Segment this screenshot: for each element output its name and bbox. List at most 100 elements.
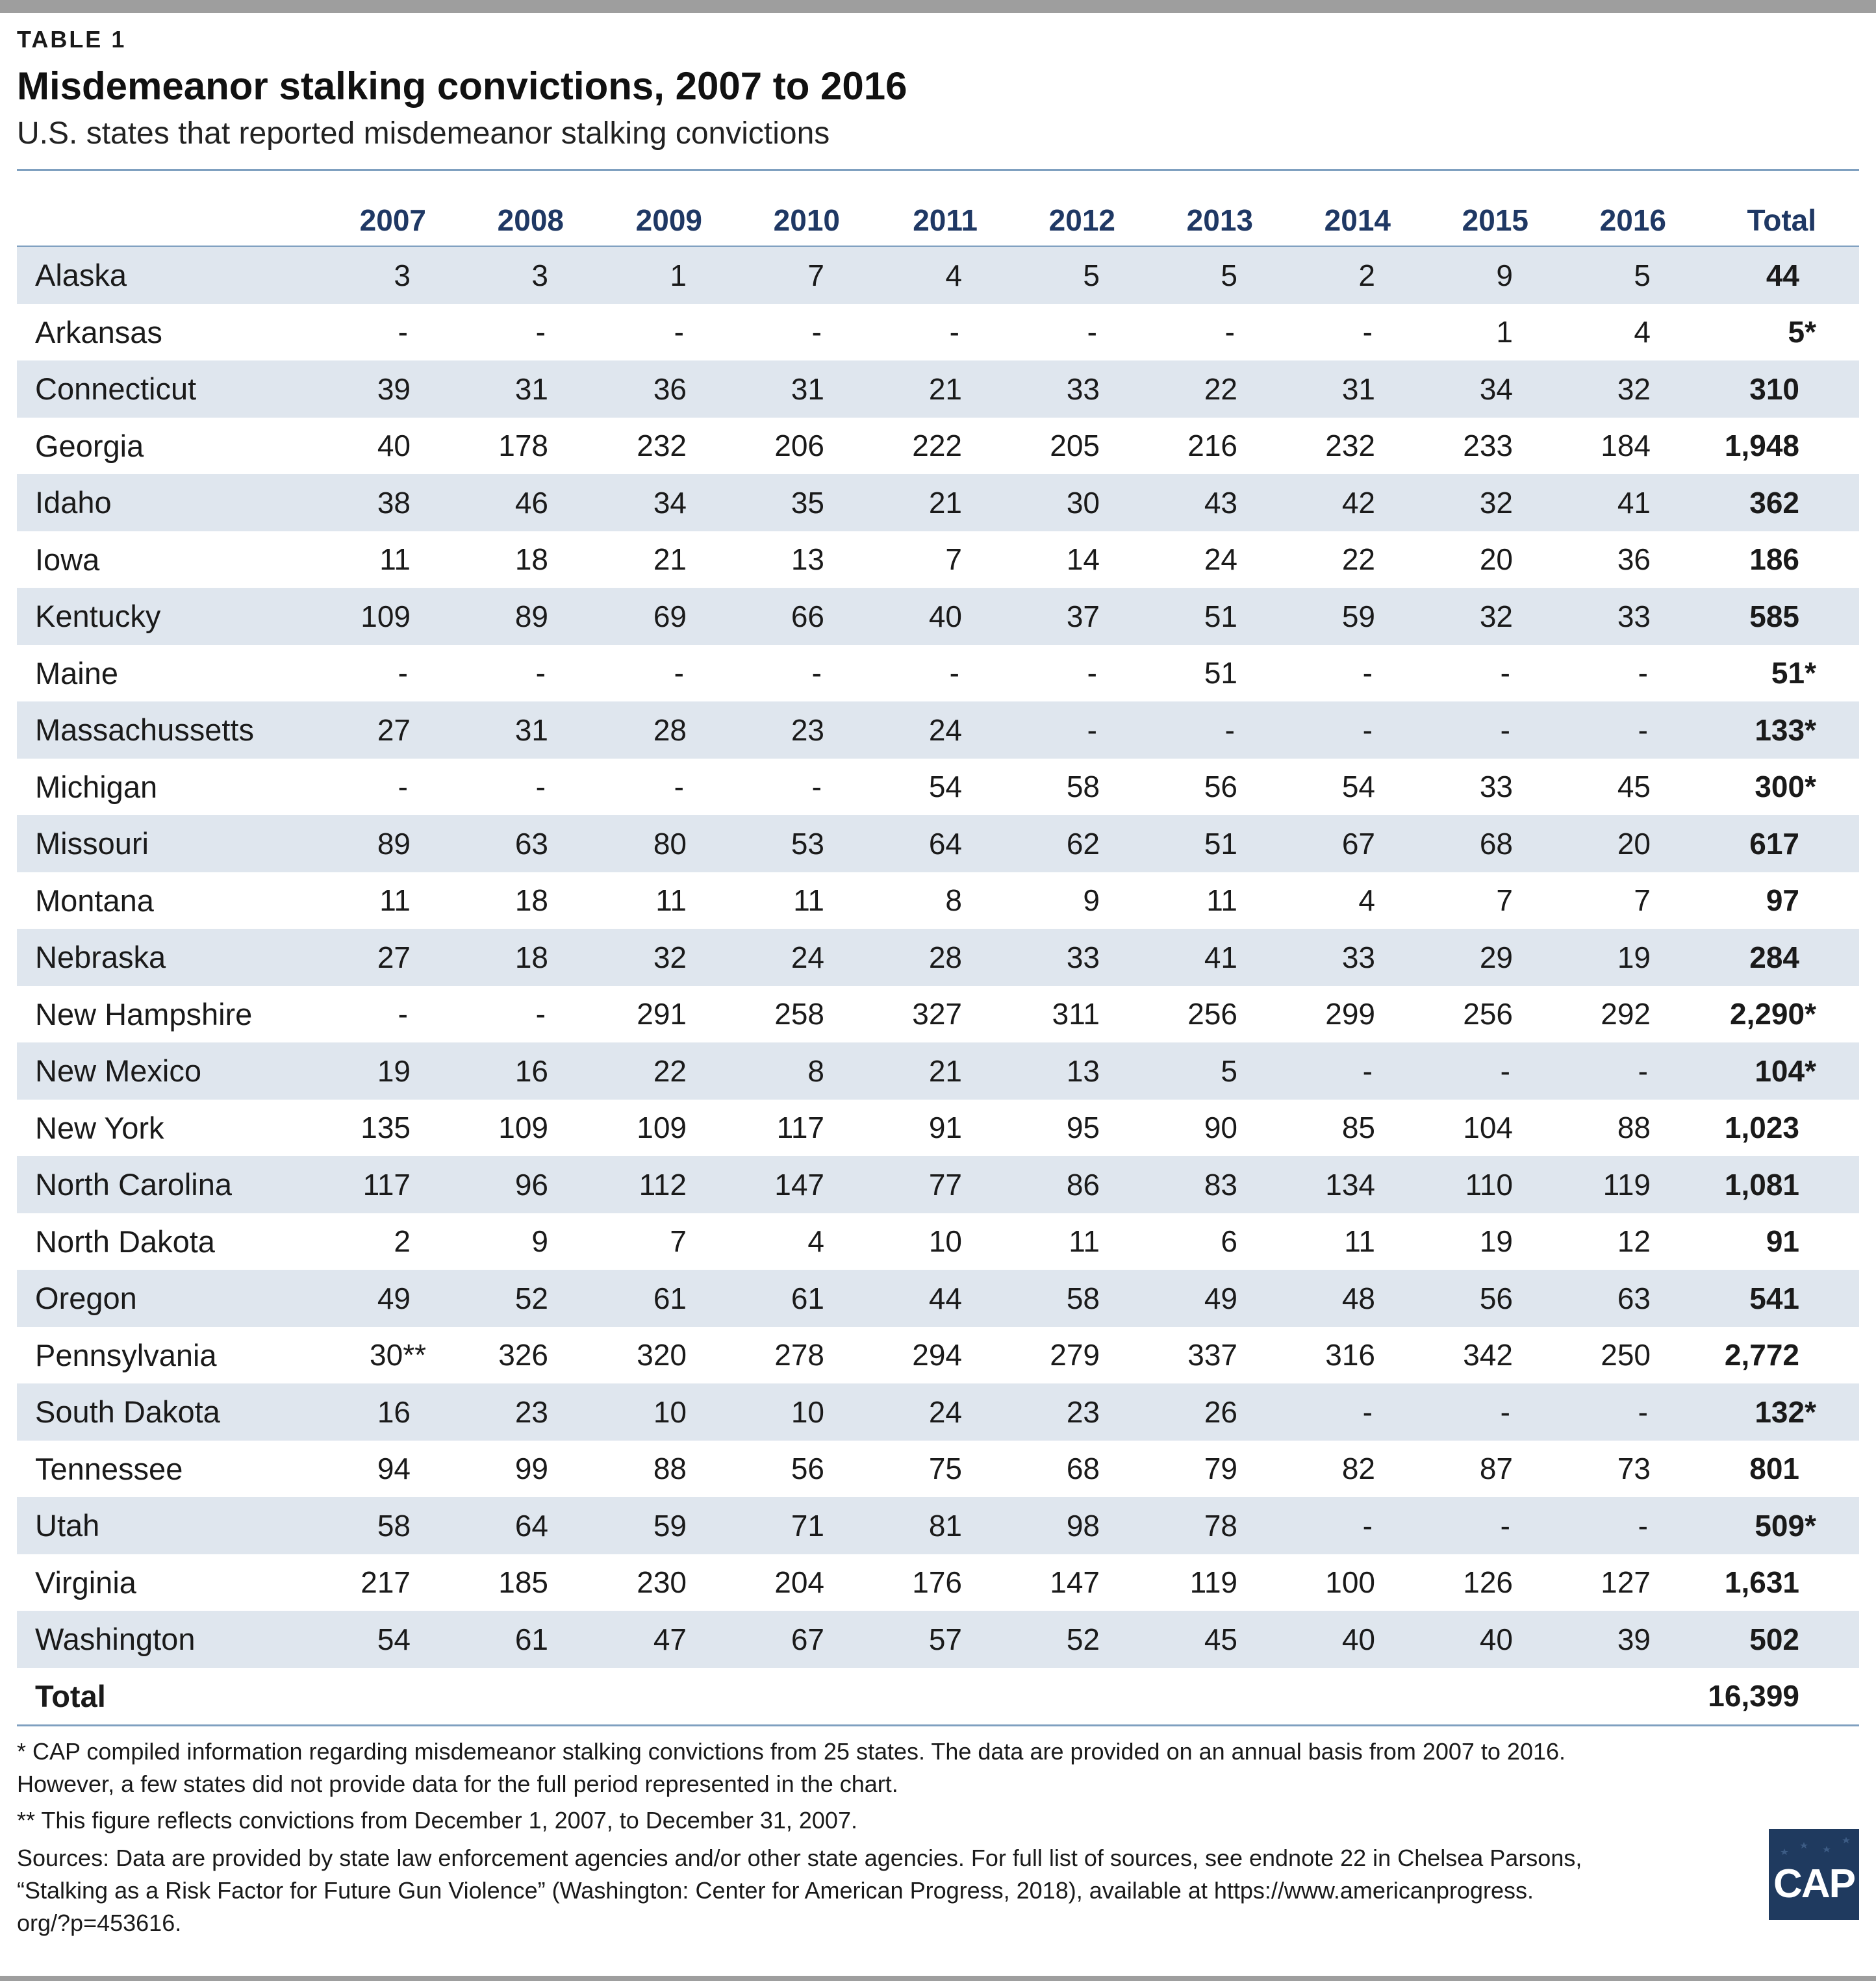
data-cell: - [1362, 1394, 1373, 1429]
data-cell: 217 [361, 1565, 411, 1600]
data-cell: 96 [514, 1167, 548, 1202]
data-cell: 54 [928, 770, 962, 804]
table-row: New Hampshire - - 291 258 327 311 256 299 256 292 2… [17, 986, 1859, 1043]
data-cell: 24 [928, 713, 962, 747]
data-cell: - [535, 656, 546, 690]
row-total-cell: 541 [1749, 1281, 1799, 1315]
data-cell: - [1362, 713, 1373, 747]
data-cell: - [535, 315, 546, 349]
data-cell: 11 [1206, 883, 1237, 918]
data-cell: 342 [1463, 1338, 1513, 1372]
data-cell: 232 [637, 429, 687, 463]
data-cell: 147 [774, 1167, 824, 1202]
data-cell: 316 [1325, 1338, 1375, 1372]
data-cell: 59 [1341, 599, 1375, 633]
data-cell: 41 [1204, 940, 1237, 974]
logo-text: CAP [1773, 1861, 1856, 1906]
data-cell: 320 [637, 1338, 687, 1372]
data-cell: 19 [1479, 1224, 1513, 1259]
data-cell: 1 [670, 258, 687, 292]
data-cell: 6 [1221, 1224, 1237, 1259]
table-row: Montana 11 18 11 11 8 9 11 4 7 7 97 [17, 872, 1859, 929]
data-cell: 18 [514, 542, 548, 577]
state-name: New York [35, 1110, 164, 1145]
footnote-asterisk-line1: * CAP compiled information regarding mis… [17, 1738, 1566, 1765]
data-cell: 13 [1066, 1054, 1100, 1088]
data-cell: 11 [1069, 1224, 1100, 1259]
data-cell: 29 [1479, 940, 1513, 974]
data-cell: 33 [1066, 372, 1100, 406]
row-total-cell: 502 [1749, 1622, 1799, 1656]
data-cell: 32 [1479, 485, 1513, 520]
data-cell: 7 [670, 1224, 687, 1259]
data-cell: 57 [928, 1622, 962, 1656]
table-row: New York 135 109 109 117 91 95 90 85 104 88 1,023 [17, 1100, 1859, 1157]
data-cell: 51 [1204, 656, 1237, 690]
table-row: Kentucky 109 89 69 66 40 37 51 59 32 33 585 [17, 588, 1859, 645]
data-cell: 58 [1066, 770, 1100, 804]
state-name: Montana [35, 883, 154, 918]
data-cell: 127 [1601, 1565, 1651, 1600]
sources-line3: org/?p=453616. [17, 1910, 182, 1936]
data-cell: 278 [774, 1338, 824, 1372]
data-cell: 32 [1479, 599, 1513, 633]
data-cell: 62 [1066, 826, 1100, 861]
data-cell: - [1500, 1394, 1510, 1429]
data-cell: - [535, 770, 546, 804]
data-cell: 110 [1465, 1167, 1513, 1202]
table-row: Utah 58 64 59 71 81 98 78 - - - 509* [17, 1497, 1859, 1554]
data-cell: 36 [653, 372, 687, 406]
data-cell: 90 [1204, 1111, 1237, 1145]
data-cell: 67 [791, 1622, 824, 1656]
state-name: Utah [35, 1508, 100, 1543]
data-cell: 64 [514, 1508, 548, 1543]
table-row: Iowa 11 18 21 13 7 14 24 22 20 36 186 [17, 531, 1859, 588]
data-cell: 36 [1617, 542, 1651, 577]
bottom-border [0, 1976, 1876, 1981]
data-cell: 126 [1463, 1565, 1513, 1600]
data-cell: 13 [791, 542, 824, 577]
data-cell: - [1638, 1508, 1648, 1543]
data-cell: 54 [1341, 770, 1375, 804]
data-cell: 256 [1463, 997, 1513, 1031]
data-cell: 38 [377, 485, 411, 520]
data-cell: 24 [1204, 542, 1237, 577]
data-cell: 23 [514, 1394, 548, 1429]
table-row: Nebraska 27 18 32 24 28 33 41 33 29 19 284 [17, 929, 1859, 986]
data-cell: 31 [514, 372, 548, 406]
data-cell: 32 [653, 940, 687, 974]
data-cell: 292 [1601, 997, 1651, 1031]
state-name: Michigan [35, 769, 158, 804]
data-cell: 53 [791, 826, 824, 861]
data-cell: 3 [394, 258, 411, 292]
row-total-cell: 801 [1749, 1452, 1799, 1486]
data-cell: 23 [791, 713, 824, 747]
data-cell: - [949, 656, 959, 690]
data-cell: 4 [945, 258, 962, 292]
data-cell: 64 [928, 826, 962, 861]
state-name: Oregon [35, 1281, 137, 1316]
data-cell: 56 [1204, 770, 1237, 804]
data-cell: 4 [1634, 315, 1651, 349]
data-cell: 88 [653, 1452, 687, 1486]
data-cell: - [1362, 1508, 1373, 1543]
data-cell: - [811, 315, 822, 349]
data-cell: 28 [928, 940, 962, 974]
data-cell: 33 [1066, 940, 1100, 974]
table-row: Tennessee 94 99 88 56 75 68 79 82 87 73 801 [17, 1441, 1859, 1498]
data-cell: 337 [1187, 1338, 1237, 1372]
row-total-cell: 1,948 [1724, 429, 1799, 463]
data-cell: 52 [1066, 1622, 1100, 1656]
data-cell: 9 [1083, 883, 1100, 918]
row-total-cell: 284 [1749, 940, 1799, 974]
data-cell: 327 [912, 997, 962, 1031]
row-total-cell: 5* [1788, 315, 1816, 349]
data-cell: 21 [653, 542, 687, 577]
column-header: 2012 [1048, 203, 1115, 237]
data-cell: 294 [912, 1338, 962, 1372]
state-name: Washington [35, 1622, 196, 1657]
table-row: Arkansas - - - - - - - - 1 4 5* [17, 304, 1859, 361]
data-cell: 35 [791, 485, 824, 520]
row-total-cell: 51* [1771, 656, 1816, 690]
data-cell: - [1362, 656, 1373, 690]
